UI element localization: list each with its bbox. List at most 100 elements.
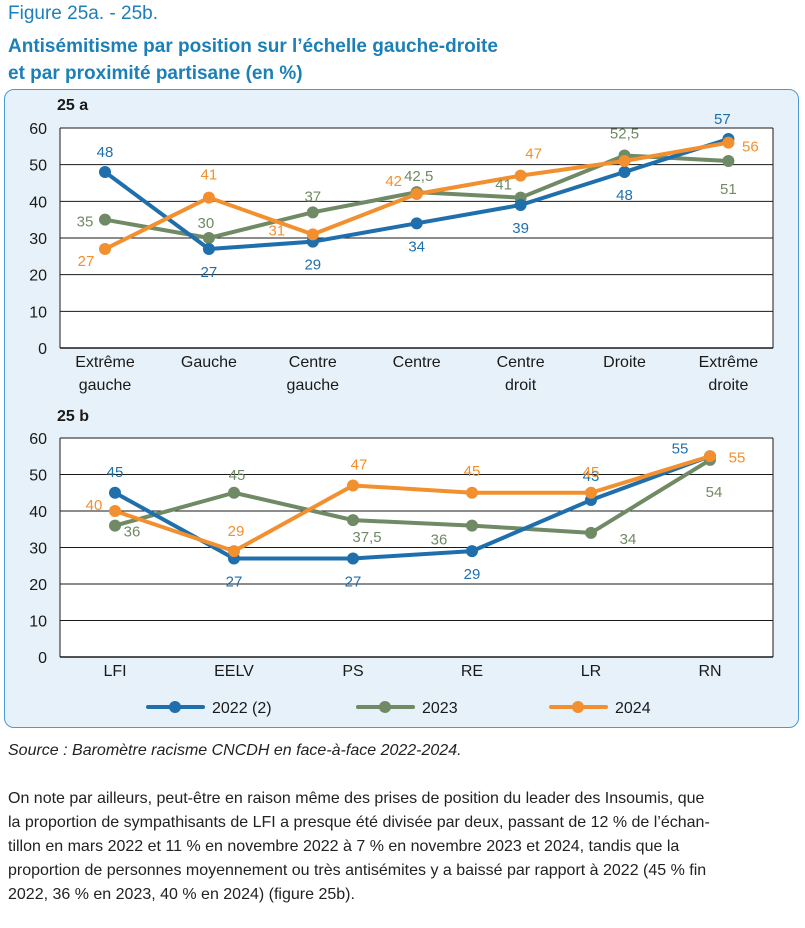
y-tick-label: 60 (29, 121, 47, 138)
y-tick-label: 40 (29, 194, 47, 211)
x-tick-label: Gauche (181, 354, 237, 371)
data-label-2022: 45 (107, 464, 124, 481)
y-tick-label: 40 (29, 504, 47, 521)
data-label-2023: 45 (229, 467, 246, 484)
x-tick-label: LFI (103, 663, 126, 680)
x-tick-label: RN (698, 663, 721, 680)
data-point-2024 (109, 505, 121, 517)
data-label-2022: 29 (304, 257, 321, 274)
chart-title: 25 b (57, 408, 89, 425)
y-tick-label: 20 (29, 577, 47, 594)
legend-label: 2022 (2) (212, 700, 272, 717)
data-point-2022 (202, 243, 215, 255)
data-point-2024 (347, 479, 359, 492)
x-tick-label: Centre (393, 354, 441, 371)
x-tick-label: Extrême (75, 354, 135, 371)
y-tick-label: 50 (29, 468, 47, 485)
data-point-2023 (99, 213, 111, 226)
data-point-2023 (109, 519, 121, 532)
data-label-2024: 31 (268, 222, 285, 239)
y-tick-label: 60 (29, 431, 47, 448)
y-tick-label: 0 (38, 650, 47, 667)
data-point-2024 (306, 228, 319, 241)
data-label-2024: 45 (464, 463, 481, 480)
figure-title-line1: Antisémitisme par position sur l’échelle… (8, 36, 498, 57)
data-label-2024: 40 (86, 497, 103, 514)
y-tick-label: 50 (29, 158, 47, 175)
data-label-2024: 47 (525, 146, 542, 163)
data-point-2022 (410, 217, 423, 230)
data-point-2022 (347, 552, 359, 565)
figure-title-line2: et par proximité partisane (en %) (8, 63, 303, 84)
body-line: proportion de personnes moyennement ou t… (8, 862, 707, 879)
data-point-2024 (704, 450, 716, 463)
data-label-2024: 47 (351, 456, 368, 473)
body-line: 2022, 36 % en 2023, 40 % en 2024) (figur… (8, 886, 355, 903)
y-tick-label: 10 (29, 614, 47, 631)
data-point-2022 (109, 486, 121, 499)
x-tick-label: Droite (603, 354, 646, 371)
data-label-2022: 48 (616, 187, 633, 204)
data-label-2023: 35 (77, 214, 94, 231)
x-tick-label: RE (461, 663, 483, 680)
data-point-2024 (585, 486, 597, 499)
data-point-2024 (202, 191, 215, 204)
body-line: la proportion de sympathisants de LFI a … (8, 814, 710, 831)
data-label-2022: 39 (512, 220, 529, 237)
data-point-2024 (410, 188, 423, 200)
data-label-2024: 41 (201, 167, 218, 184)
x-tick-label: gauche (79, 377, 132, 394)
x-tick-label: Extrême (699, 354, 759, 371)
data-label-2024: 42 (385, 173, 402, 190)
body-text: On note par ailleurs, peut-être en raiso… (8, 787, 798, 907)
data-point-2023 (347, 514, 359, 527)
data-label-2022: 57 (714, 111, 731, 128)
data-label-2022: 27 (201, 264, 218, 281)
data-point-2024 (618, 155, 631, 167)
data-label-2023: 37 (304, 188, 321, 205)
figure-label: Figure 25a. - 25b. (8, 3, 158, 24)
y-tick-label: 30 (29, 231, 47, 248)
y-tick-label: 30 (29, 541, 47, 558)
x-tick-label: gauche (287, 377, 340, 394)
data-point-2023 (466, 519, 478, 532)
data-label-2023: 37,5 (352, 529, 381, 546)
chart-title: 25 a (57, 97, 88, 114)
x-tick-label: droit (505, 377, 537, 394)
data-label-2023: 30 (198, 215, 215, 232)
data-label-2022: 27 (226, 573, 243, 590)
legend-marker-2023 (379, 701, 391, 713)
y-tick-label: 0 (38, 341, 47, 358)
data-label-2022: 34 (408, 238, 425, 255)
data-label-2023: 41 (495, 177, 512, 194)
data-label-2022: 27 (345, 573, 362, 590)
y-tick-label: 20 (29, 268, 47, 285)
data-label-2023: 52,5 (610, 126, 639, 143)
data-label-2023: 42,5 (404, 168, 433, 185)
data-label-2022: 55 (672, 440, 689, 457)
series-line-2022 (113, 454, 712, 561)
x-tick-label: droite (708, 377, 748, 394)
x-tick-label: PS (342, 663, 363, 680)
figure-title: Antisémitisme par position sur l’échelle… (8, 33, 498, 87)
body-line: tillon en mars 2022 et 11 % en novembre … (8, 838, 680, 855)
data-label-2024: 29 (228, 523, 245, 540)
charts-svg: 0 10 20 30 40 50 60 25 a Extrême gauche Gauche Cent… (29, 97, 774, 717)
y-tick-label: 10 (29, 304, 47, 321)
data-label-2024: 27 (78, 253, 95, 270)
data-point-2024 (466, 486, 478, 499)
data-label-2023: 54 (706, 484, 723, 501)
data-point-2022 (514, 199, 527, 211)
x-tick-label: LR (581, 663, 601, 680)
data-label-2024: 56 (742, 139, 759, 156)
data-point-2022 (466, 545, 478, 558)
series-line-2024 (113, 454, 712, 554)
x-tick-label: Centre (497, 354, 545, 371)
data-label-2023: 36 (124, 524, 141, 541)
data-point-2024 (228, 545, 240, 558)
legend-marker-2022 (169, 701, 181, 713)
data-point-2023 (722, 155, 735, 167)
data-point-2024 (99, 243, 111, 255)
x-tick-label: EELV (214, 663, 254, 680)
data-point-2023 (228, 486, 240, 499)
